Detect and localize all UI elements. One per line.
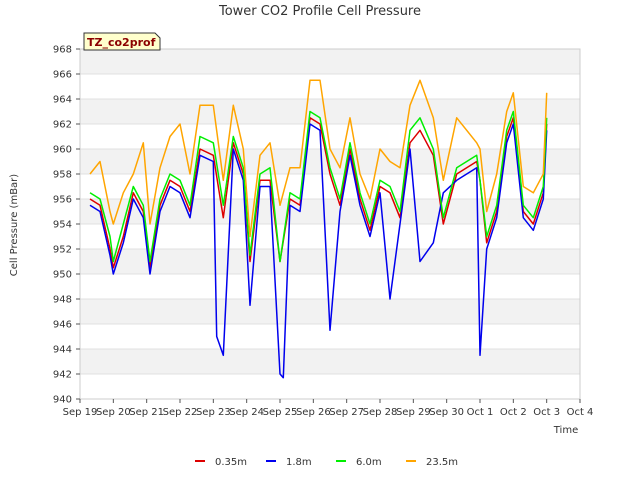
site-badge-text: TZ_co2prof [87, 36, 156, 49]
x-tick-label: Sep 28 [363, 407, 398, 418]
legend-label: 6.0m [356, 457, 382, 468]
y-axis-label: Cell Pressure (mBar) [9, 174, 20, 276]
y-tick-label: 950 [53, 270, 72, 281]
y-tick-label: 944 [53, 345, 72, 356]
grid-band [80, 99, 580, 124]
x-tick-label: Oct 2 [500, 407, 527, 418]
y-tick-label: 968 [53, 45, 72, 56]
x-tick-label: Sep 24 [229, 407, 264, 418]
y-tick-label: 942 [53, 370, 72, 381]
y-ticks: 940 942 944 946 948 950 952 954 956 958 960 962 964 9… [53, 45, 80, 406]
y-tick-label: 956 [53, 195, 72, 206]
site-badge-box [83, 32, 161, 51]
grid-band [80, 349, 580, 374]
legend: 0.35m 1.8m 6.0m 23.5m [195, 457, 458, 468]
x-axis-label: Time [553, 425, 578, 436]
x-tick-label: Sep 23 [196, 407, 231, 418]
y-tick-label: 962 [53, 120, 72, 131]
series-line-6-0m [89, 110, 548, 263]
x-tick-label: Sep 20 [96, 407, 131, 418]
y-tick-label: 952 [53, 245, 72, 256]
y-tick-label: 958 [53, 170, 72, 181]
y-tick-label: 964 [53, 95, 72, 106]
series-layer [89, 79, 548, 379]
y-tick-label: 948 [53, 295, 72, 306]
y-tick-label: 954 [53, 220, 72, 231]
x-tick-label: Oct 1 [467, 407, 494, 418]
series-line-23-5m [89, 79, 548, 238]
legend-label: 1.8m [286, 457, 312, 468]
grid-band [80, 49, 580, 74]
x-tick-label: Sep 19 [63, 407, 98, 418]
x-tick-label: Sep 26 [296, 407, 331, 418]
series-line-1-8m [89, 123, 548, 379]
x-tick-label: Sep 30 [429, 407, 464, 418]
x-tick-label: Oct 4 [567, 407, 594, 418]
y-tick-label: 946 [53, 320, 72, 331]
grid-band [80, 249, 580, 274]
x-tick-label: Sep 25 [263, 407, 298, 418]
x-tick-label: Sep 21 [129, 407, 164, 418]
legend-label: 23.5m [426, 457, 458, 468]
y-tick-label: 940 [53, 395, 72, 406]
x-tick-label: Oct 3 [533, 407, 560, 418]
grid-band [80, 199, 580, 224]
site-badge: TZ_co2prof [83, 32, 161, 51]
legend-label: 0.35m [215, 457, 247, 468]
chart-title: Tower CO2 Profile Cell Pressure [218, 4, 421, 19]
y-tick-label: 960 [53, 145, 72, 156]
x-tick-label: Sep 27 [329, 407, 364, 418]
x-tick-label: Sep 22 [163, 407, 198, 418]
grid-bands [80, 48, 580, 400]
y-tick-label: 966 [53, 70, 72, 81]
x-tick-label: Sep 29 [396, 407, 431, 418]
